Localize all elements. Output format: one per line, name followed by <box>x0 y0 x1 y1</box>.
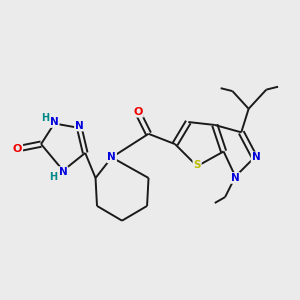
Text: N: N <box>231 173 240 183</box>
Text: H: H <box>41 113 49 123</box>
Text: N: N <box>252 152 260 162</box>
Text: O: O <box>13 143 22 154</box>
Text: N: N <box>50 117 59 127</box>
Text: O: O <box>134 107 143 117</box>
Text: H: H <box>49 172 57 182</box>
Text: N: N <box>75 121 84 130</box>
Text: N: N <box>59 167 68 177</box>
Text: S: S <box>194 160 201 170</box>
Text: N: N <box>107 152 116 162</box>
